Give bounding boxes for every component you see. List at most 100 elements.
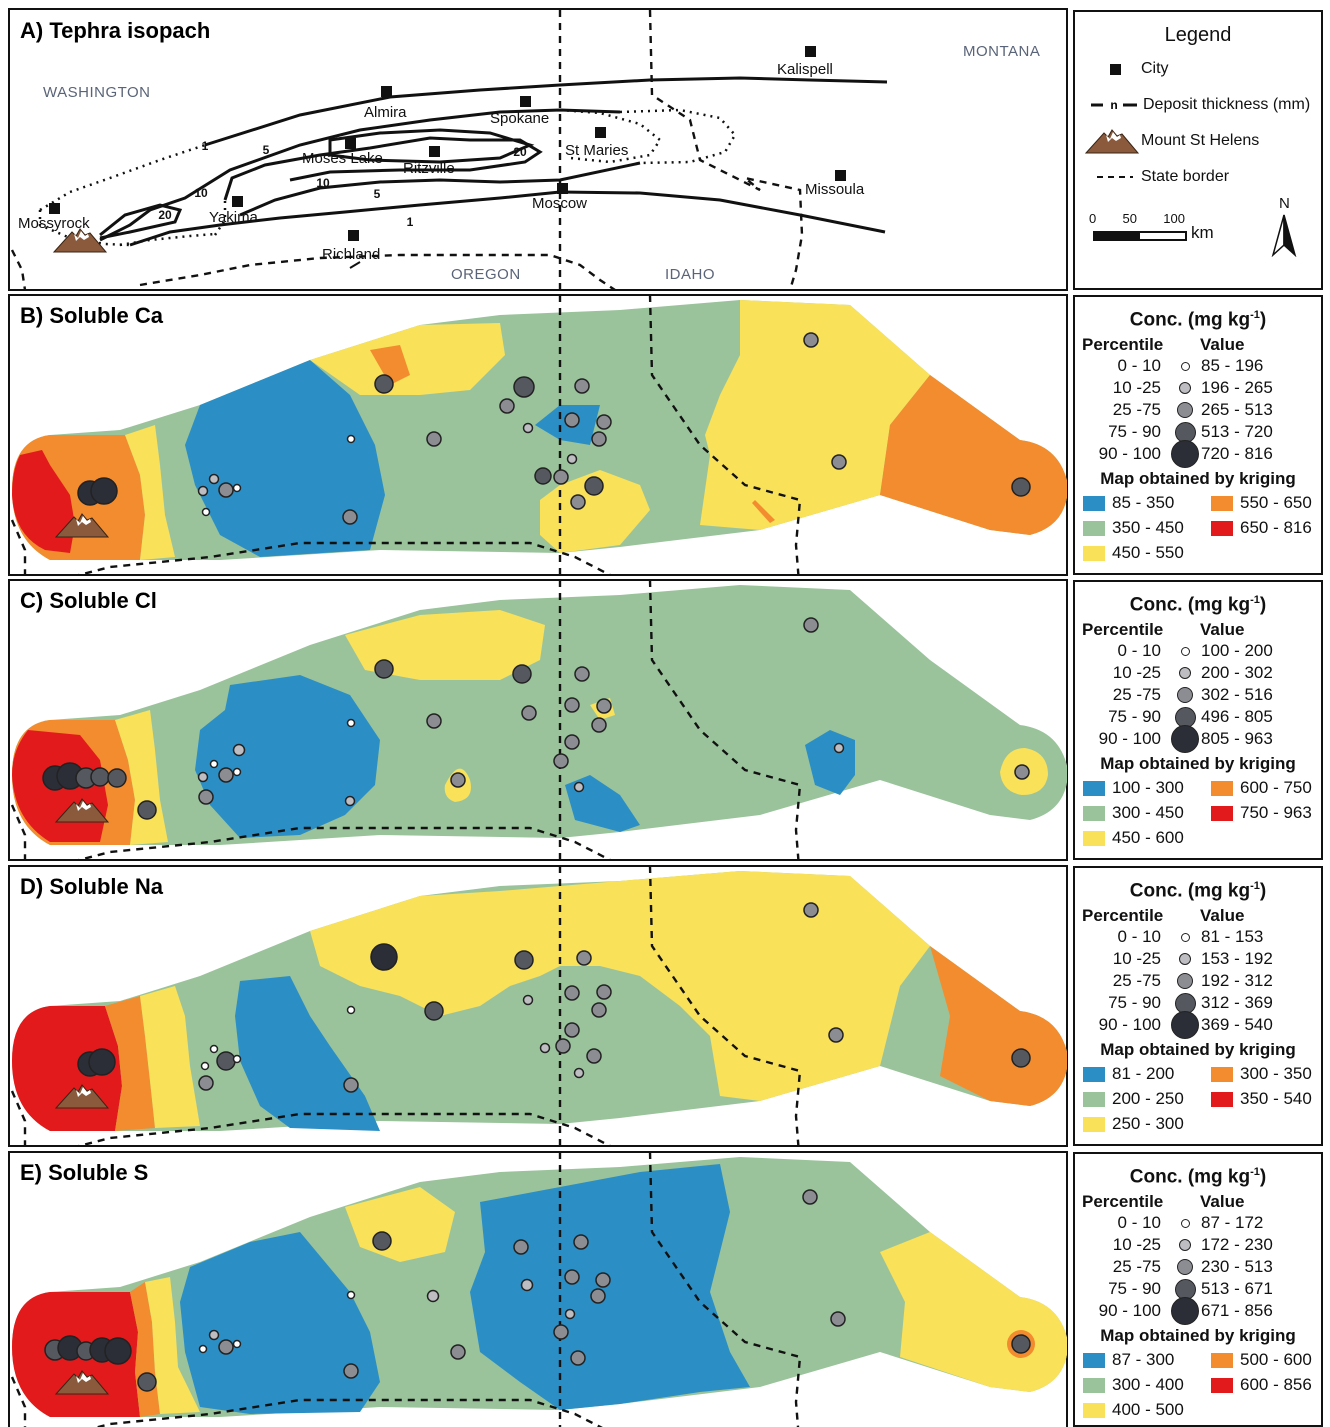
percentile-rows: 0 - 10 87 - 172 10 -25 172 - 230 25 -75 230 -… bbox=[1075, 1212, 1321, 1326]
value-range-label: 265 - 513 bbox=[1201, 400, 1273, 420]
color-swatch bbox=[1211, 1066, 1233, 1082]
state-label-idaho: IDAHO bbox=[665, 266, 715, 283]
sample-circle-icon bbox=[1171, 687, 1199, 704]
percentile-row: 10 -25 200 - 302 bbox=[1075, 662, 1321, 684]
percentile-row: 25 -75 192 - 312 bbox=[1075, 970, 1321, 992]
sample-circle-icon bbox=[1171, 953, 1199, 966]
kriging-class-label: 400 - 500 bbox=[1112, 1400, 1184, 1420]
scale-bar-ticks: 0 50 100 bbox=[1089, 211, 1185, 226]
deposit-marker: n bbox=[1110, 98, 1117, 112]
percentile-label: 90 - 100 bbox=[1098, 444, 1161, 464]
legend-soluble-s: Conc. (mg kg-1) Percentile Value 0 - 10 8… bbox=[1073, 1152, 1323, 1427]
value-range-label: 513 - 720 bbox=[1201, 422, 1273, 442]
volcano-icon bbox=[1083, 127, 1141, 155]
percentile-label: 0 - 10 bbox=[1117, 356, 1161, 376]
percentile-label: 75 - 90 bbox=[1108, 707, 1161, 727]
kriging-class: 87 - 300 bbox=[1083, 1350, 1211, 1370]
percentile-label: 75 - 90 bbox=[1108, 1279, 1161, 1299]
kriging-class-label: 350 - 450 bbox=[1112, 518, 1184, 538]
kriging-class-label: 85 - 350 bbox=[1112, 493, 1175, 513]
map-soluble-s bbox=[10, 1152, 1067, 1427]
percentile-row: 10 -25 196 - 265 bbox=[1075, 377, 1321, 399]
percentile-rows: 0 - 10 100 - 200 10 -25 200 - 302 25 -75 302 … bbox=[1075, 640, 1321, 754]
percentile-label: 10 -25 bbox=[1112, 1235, 1161, 1255]
percentile-row: 25 -75 265 - 513 bbox=[1075, 399, 1321, 421]
city-label-mossyrock: Mossyrock bbox=[18, 215, 90, 232]
sample-circle-icon bbox=[1171, 932, 1199, 942]
value-range-label: 85 - 196 bbox=[1201, 356, 1264, 376]
kriging-class: 650 - 816 bbox=[1211, 518, 1330, 538]
kriging-class: 250 - 300 bbox=[1083, 1114, 1211, 1134]
kriging-class-label: 600 - 750 bbox=[1240, 778, 1312, 798]
city-label-missoula: Missoula bbox=[805, 181, 865, 198]
color-swatch bbox=[1083, 805, 1105, 821]
percentile-row: 10 -25 153 - 192 bbox=[1075, 948, 1321, 970]
legend-volcano-label: Mount St Helens bbox=[1141, 132, 1260, 149]
color-swatch bbox=[1211, 805, 1233, 821]
value-range-label: 192 - 312 bbox=[1201, 971, 1273, 991]
percentile-label: 25 -75 bbox=[1112, 971, 1161, 991]
percentile-label: 25 -75 bbox=[1112, 685, 1161, 705]
color-swatch bbox=[1211, 780, 1233, 796]
kriging-class: 100 - 300 bbox=[1083, 778, 1211, 798]
sample-circle-icon bbox=[1171, 646, 1199, 656]
percentile-row: 90 - 100 369 - 540 bbox=[1075, 1011, 1321, 1040]
panel-a-title: A) Tephra isopach bbox=[20, 18, 210, 43]
color-swatch bbox=[1083, 780, 1105, 796]
color-swatch bbox=[1211, 1377, 1233, 1393]
kriging-class-label: 450 - 550 bbox=[1112, 543, 1184, 563]
value-range-label: 100 - 200 bbox=[1201, 641, 1273, 661]
sample-circle-icon bbox=[1171, 382, 1199, 395]
sample-circle-icon bbox=[1171, 361, 1199, 371]
isopach-map: 1 5 10 20 10 5 20 1 WASHINGTON MONTANA O… bbox=[10, 9, 1040, 290]
kriging-title: Map obtained by kriging bbox=[1100, 1040, 1296, 1060]
scale-bar bbox=[1093, 231, 1187, 241]
color-swatch bbox=[1211, 520, 1233, 536]
value-range-label: 230 - 513 bbox=[1201, 1257, 1273, 1277]
legend-title: Legend bbox=[1164, 24, 1232, 46]
state-border-icon bbox=[1089, 172, 1141, 182]
state-label-montana: MONTANA bbox=[963, 43, 1040, 60]
conc-legend-header: Percentile Value bbox=[1075, 620, 1321, 640]
kriging-class-label: 100 - 300 bbox=[1112, 778, 1184, 798]
color-swatch bbox=[1083, 1377, 1105, 1393]
scale-unit: km bbox=[1191, 223, 1214, 242]
isopach-label: 1 bbox=[202, 139, 209, 153]
conc-legend-title: Conc. (mg kg-1) bbox=[1129, 309, 1267, 331]
percentile-row: 10 -25 172 - 230 bbox=[1075, 1234, 1321, 1256]
kriging-title: Map obtained by kriging bbox=[1100, 469, 1296, 489]
conc-legend-header: Percentile Value bbox=[1075, 1192, 1321, 1212]
percentile-label: 10 -25 bbox=[1112, 949, 1161, 969]
sample-circle-icon bbox=[1171, 1011, 1199, 1040]
kriging-class: 81 - 200 bbox=[1083, 1064, 1211, 1084]
value-range-label: 302 - 516 bbox=[1201, 685, 1273, 705]
city-label-moscow: Moscow bbox=[532, 195, 587, 212]
isopach-label: 10 bbox=[194, 186, 208, 200]
value-range-label: 369 - 540 bbox=[1201, 1015, 1273, 1035]
percentile-row: 0 - 10 81 - 153 bbox=[1075, 926, 1321, 948]
conc-legend-title: Conc. (mg kg-1) bbox=[1129, 880, 1267, 902]
kriging-title: Map obtained by kriging bbox=[1100, 1326, 1296, 1346]
panel-c-title: C) Soluble Cl bbox=[20, 588, 157, 613]
kriging-class-label: 600 - 856 bbox=[1240, 1375, 1312, 1395]
isopach-label: 20 bbox=[513, 145, 527, 159]
city-label-kalispell: Kalispell bbox=[777, 61, 833, 78]
percentile-rows: 0 - 10 85 - 196 10 -25 196 - 265 25 -75 265 -… bbox=[1075, 355, 1321, 469]
sample-circle-icon bbox=[1171, 1239, 1199, 1252]
sample-circle-icon bbox=[1171, 667, 1199, 680]
sample-circle-icon bbox=[1171, 725, 1199, 754]
value-range-label: 312 - 369 bbox=[1201, 993, 1273, 1013]
isopach-label: 5 bbox=[374, 187, 381, 201]
kriging-class: 750 - 963 bbox=[1211, 803, 1330, 823]
conc-legend-title: Conc. (mg kg-1) bbox=[1129, 1166, 1267, 1188]
value-range-label: 513 - 671 bbox=[1201, 1279, 1273, 1299]
map-soluble-na bbox=[10, 866, 1067, 1146]
percentile-row: 0 - 10 87 - 172 bbox=[1075, 1212, 1321, 1234]
scale-and-north: 0 50 100 km N bbox=[1075, 195, 1321, 265]
legend-deposit-label: Deposit thickness (mm) bbox=[1143, 96, 1311, 113]
percentile-label: 10 -25 bbox=[1112, 378, 1161, 398]
kriging-class: 500 - 600 bbox=[1211, 1350, 1330, 1370]
map-soluble-ca bbox=[10, 295, 1067, 575]
color-swatch bbox=[1083, 830, 1105, 846]
